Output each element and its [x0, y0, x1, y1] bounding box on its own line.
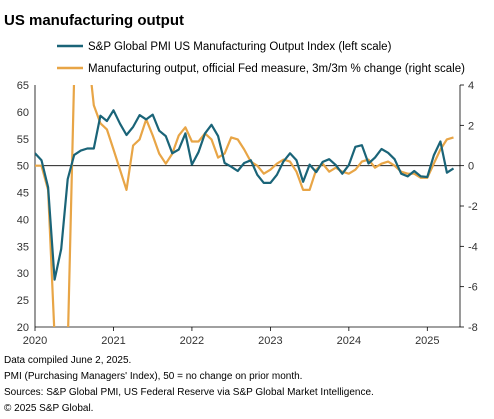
x-tick-label: 2024 — [337, 335, 361, 347]
right-tick-label: -8 — [468, 322, 478, 334]
left-tick-label: 40 — [17, 214, 29, 226]
x-tick-label: 2021 — [101, 335, 125, 347]
footnotes: Data compiled June 2, 2025. PMI (Purchas… — [4, 355, 374, 414]
series-line-fed — [35, 85, 454, 327]
left-tick-label: 50 — [17, 161, 29, 173]
left-tick-label: 65 — [17, 80, 29, 92]
series-line-pmi — [35, 109, 455, 281]
legend: S&P Global PMI US Manufacturing Output I… — [57, 41, 465, 75]
footnote-pmi: PMI (Purchasing Managers' Index), 50 = n… — [4, 371, 302, 382]
left-tick-label: 20 — [17, 322, 29, 334]
legend-label-pmi: S&P Global PMI US Manufacturing Output I… — [88, 41, 392, 53]
right-tick-label: 4 — [468, 80, 474, 92]
footnote-date: Data compiled June 2, 2025. — [4, 355, 131, 366]
footnote-sources: Sources: S&P Global PMI, US Federal Rese… — [4, 387, 374, 398]
x-tick-label: 2022 — [180, 335, 204, 347]
right-tick-label: -2 — [468, 201, 478, 213]
x-tick-label: 2020 — [23, 335, 47, 347]
right-tick-label: -6 — [468, 282, 478, 294]
left-tick-label: 60 — [17, 107, 29, 119]
left-tick-label: 55 — [17, 134, 29, 146]
left-tick-label: 35 — [17, 241, 29, 253]
right-tick-label: 0 — [468, 161, 474, 173]
chart-title: US manufacturing output — [4, 12, 184, 29]
x-tick-label: 2023 — [258, 335, 282, 347]
left-tick-label: 45 — [17, 188, 29, 200]
left-tick-label: 25 — [17, 295, 29, 307]
legend-label-fed: Manufacturing output, official Fed measu… — [88, 63, 465, 75]
right-tick-label: 2 — [468, 120, 474, 132]
x-tick-label: 2025 — [415, 335, 439, 347]
left-tick-label: 30 — [17, 268, 29, 280]
right-tick-label: -4 — [468, 241, 478, 253]
footnote-copyright: © 2025 S&P Global. — [4, 403, 93, 414]
